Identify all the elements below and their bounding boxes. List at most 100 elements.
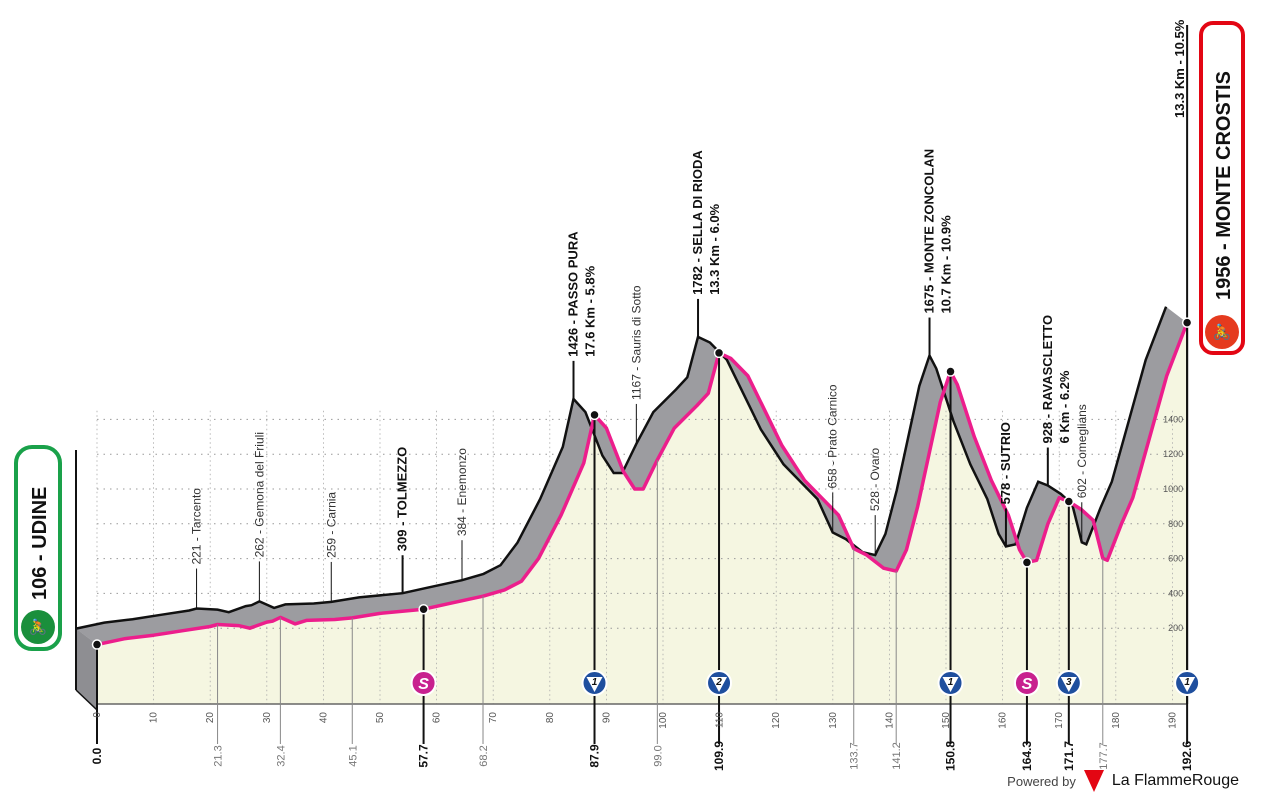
waypoint-dot bbox=[1181, 317, 1193, 328]
triangle-icon bbox=[1060, 677, 1077, 692]
marker-label: 1 bbox=[1184, 677, 1190, 688]
cyclist-icon bbox=[21, 610, 55, 644]
climb-detail-label: 10.7 Km - 10.9% bbox=[939, 215, 954, 314]
start-badge: 🚴 106 - UDINE bbox=[14, 445, 62, 651]
profile-line bbox=[96, 322, 1189, 647]
x-tick-label: 90 bbox=[601, 712, 612, 724]
triangle-icon bbox=[711, 677, 728, 692]
relief-side bbox=[76, 628, 97, 710]
cyclist-glyph: 🚴 bbox=[29, 618, 48, 636]
waypoint-label: 602 - Comeglians bbox=[1075, 404, 1089, 498]
waypoint-label: 658 - Prato Carnico bbox=[826, 384, 840, 488]
x-tick-label: 50 bbox=[375, 712, 386, 724]
triangle-icon bbox=[1179, 677, 1196, 692]
start-label: 106 - UDINE bbox=[29, 487, 51, 600]
waypoint-dot bbox=[418, 603, 429, 615]
distance-label: 57.7 bbox=[417, 744, 431, 768]
waypoint-label: 309 - TOLMEZZO bbox=[395, 447, 410, 552]
x-tick-label: 10 bbox=[149, 712, 160, 724]
climb-detail-label: 13.3 Km - 6.0% bbox=[707, 203, 722, 294]
x-tick-label: 70 bbox=[488, 712, 499, 724]
marker-label: 2 bbox=[715, 677, 722, 688]
waypoint-label: 259 - Carnia bbox=[324, 492, 338, 558]
x-tick-label: 130 bbox=[828, 712, 839, 729]
relief-ridge-line bbox=[75, 306, 1168, 630]
x-tick-label: 100 bbox=[658, 712, 669, 729]
climb-detail-label: 17.6 Km - 5.8% bbox=[583, 265, 598, 356]
distance-label: 87.9 bbox=[588, 744, 602, 768]
marker-label: S bbox=[1022, 676, 1033, 693]
waypoint-label: 384 - Enemonzo bbox=[455, 448, 469, 536]
waypoint-label: 928 - RAVASCLETTO bbox=[1040, 315, 1055, 444]
profile-area bbox=[97, 322, 1188, 704]
cyclist-glyph: 🚴 bbox=[1213, 323, 1232, 341]
waypoint-label: 1426 - PASSO PURA bbox=[566, 231, 581, 357]
waypoint-label: 1782 - SELLA DI RIODA bbox=[690, 150, 705, 295]
climb-detail-label: 6 Km - 6.2% bbox=[1057, 370, 1072, 443]
marker-label: S bbox=[418, 676, 429, 693]
marker-label: 1 bbox=[592, 677, 598, 688]
start-base-edge bbox=[75, 689, 98, 711]
distance-label: 150.8 bbox=[944, 741, 958, 771]
y-tick-label: 800 bbox=[1168, 519, 1183, 529]
x-tick-label: 120 bbox=[771, 712, 782, 729]
y-tick-label: 200 bbox=[1168, 623, 1183, 633]
profile-fill-layer bbox=[97, 322, 1188, 704]
x-tick-label: 160 bbox=[998, 712, 1009, 729]
distance-label: 68.2 bbox=[478, 745, 490, 766]
y-tick-label: 1000 bbox=[1163, 484, 1183, 494]
x-tick-label: 110 bbox=[715, 712, 726, 728]
x-tick-label: 0 bbox=[92, 712, 103, 718]
waypoint-label: 528 - Ovaro bbox=[868, 447, 882, 511]
x-tick-label: 80 bbox=[545, 712, 556, 724]
distance-label: 171.7 bbox=[1062, 741, 1076, 771]
y-tick-label: 600 bbox=[1168, 554, 1183, 564]
waypoint-label: 262 - Gemona del Friuli bbox=[252, 432, 266, 557]
finish-badge: 🚴 1956 - MONTE CROSTIS 13.3 Km - 10.5% bbox=[1172, 19, 1245, 355]
y-tick-label: 1200 bbox=[1163, 449, 1183, 459]
flamme-rouge-logo-icon bbox=[1083, 770, 1104, 792]
y-tick-label: 1400 bbox=[1163, 414, 1183, 424]
footer: Powered by La FlammeRouge bbox=[1007, 770, 1239, 792]
y-tick-label: 400 bbox=[1168, 588, 1183, 598]
triangle-icon bbox=[942, 677, 959, 692]
waypoint-dot bbox=[589, 409, 600, 421]
labels-layer: 200 400 600 800 1000 1200 1400 0 10 20 30 40 50 60 70 8… bbox=[90, 149, 1201, 771]
powered-by-text: Powered by bbox=[1007, 773, 1076, 789]
x-tick-label: 60 bbox=[432, 712, 443, 724]
relief-layer bbox=[75, 306, 1189, 711]
distance-label: 99.0 bbox=[652, 745, 664, 766]
distance-label: 45.1 bbox=[347, 745, 359, 766]
waypoint-dot bbox=[945, 366, 956, 377]
distance-label: 0.0 bbox=[90, 747, 104, 764]
distance-label: 177.7 bbox=[1098, 742, 1110, 770]
distance-label: 32.4 bbox=[275, 745, 287, 766]
x-tick-label: 180 bbox=[1111, 712, 1122, 729]
brand-name[interactable]: La FlammeRouge bbox=[1111, 772, 1239, 789]
marker-label: 3 bbox=[1066, 677, 1072, 688]
sprint-marker-icon bbox=[1013, 670, 1040, 696]
distance-label: 21.3 bbox=[213, 745, 225, 766]
x-tick-label: 190 bbox=[1167, 712, 1178, 729]
x-tick-label: 20 bbox=[205, 712, 216, 724]
waypoint-label: 578 - SUTRIO bbox=[998, 422, 1013, 504]
triangle-icon bbox=[586, 677, 603, 692]
x-tick-label: 150 bbox=[941, 712, 952, 729]
distance-label: 109.9 bbox=[712, 741, 726, 771]
finish-climb-info: 13.3 Km - 10.5% bbox=[1172, 19, 1187, 118]
x-tick-label: 170 bbox=[1054, 712, 1065, 729]
waypoint-dot bbox=[713, 347, 725, 359]
waypoint-dot bbox=[91, 639, 103, 650]
distance-label: 192.6 bbox=[1180, 741, 1194, 771]
marker-label: 1 bbox=[948, 677, 954, 688]
distance-label: 133.7 bbox=[849, 742, 861, 770]
waypoint-label: 1167 - Sauris di Sotto bbox=[629, 285, 643, 400]
finish-label: 1956 - MONTE CROSTIS bbox=[1213, 71, 1235, 300]
x-tick-label: 140 bbox=[884, 712, 895, 729]
waypoint-label: 221 - Tarcento bbox=[190, 488, 204, 565]
waypoint-label: 1675 - MONTE ZONCOLAN bbox=[922, 149, 937, 314]
x-tick-label: 30 bbox=[262, 712, 273, 724]
waypoint-dot bbox=[1021, 557, 1033, 568]
x-tick-label: 40 bbox=[318, 712, 329, 724]
